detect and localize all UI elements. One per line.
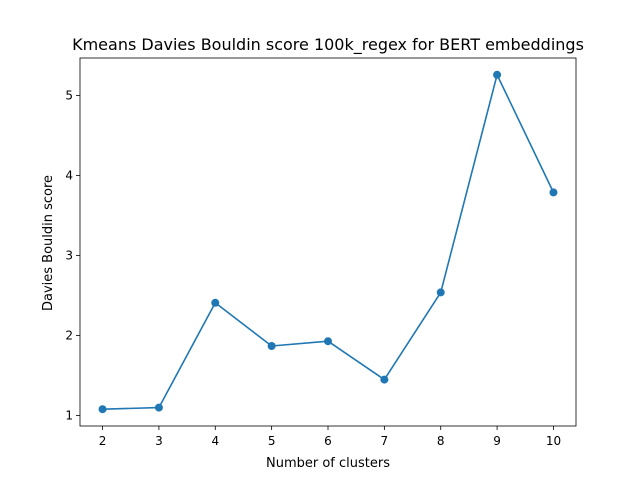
data-point [380,375,389,384]
x-tick-label: 7 [381,434,389,448]
plot-area: 2 3 4 5 6 7 8 9 10 1 2 3 4 5 [65,57,577,448]
x-tick-label: 4 [211,434,219,448]
x-tick-label: 10 [546,434,561,448]
x-tick-label: 9 [493,434,501,448]
data-point [324,337,332,346]
y-tick-label: 2 [65,329,73,343]
data-point [98,405,107,414]
x-tick-label: 5 [268,434,276,448]
y-tick-label: 1 [65,409,73,423]
data-point [436,288,445,297]
data-point [267,342,276,350]
y-axis-label: Davies Bouldin score [41,175,56,311]
data-point [493,70,502,79]
chart-title: Kmeans Davies Bouldin score 100k_regex f… [72,35,584,55]
data-point [154,403,163,412]
x-tick-label: 8 [437,434,445,448]
x-tick-label: 6 [324,434,332,448]
data-point [549,188,558,197]
x-tick-label: 3 [155,434,163,448]
y-tick-label: 5 [65,89,73,103]
y-tick-label: 3 [65,249,73,263]
y-tick-label: 4 [65,169,73,183]
x-tick-label: 2 [99,434,107,448]
x-axis-label: Number of clusters [266,456,390,471]
data-point [211,298,220,307]
